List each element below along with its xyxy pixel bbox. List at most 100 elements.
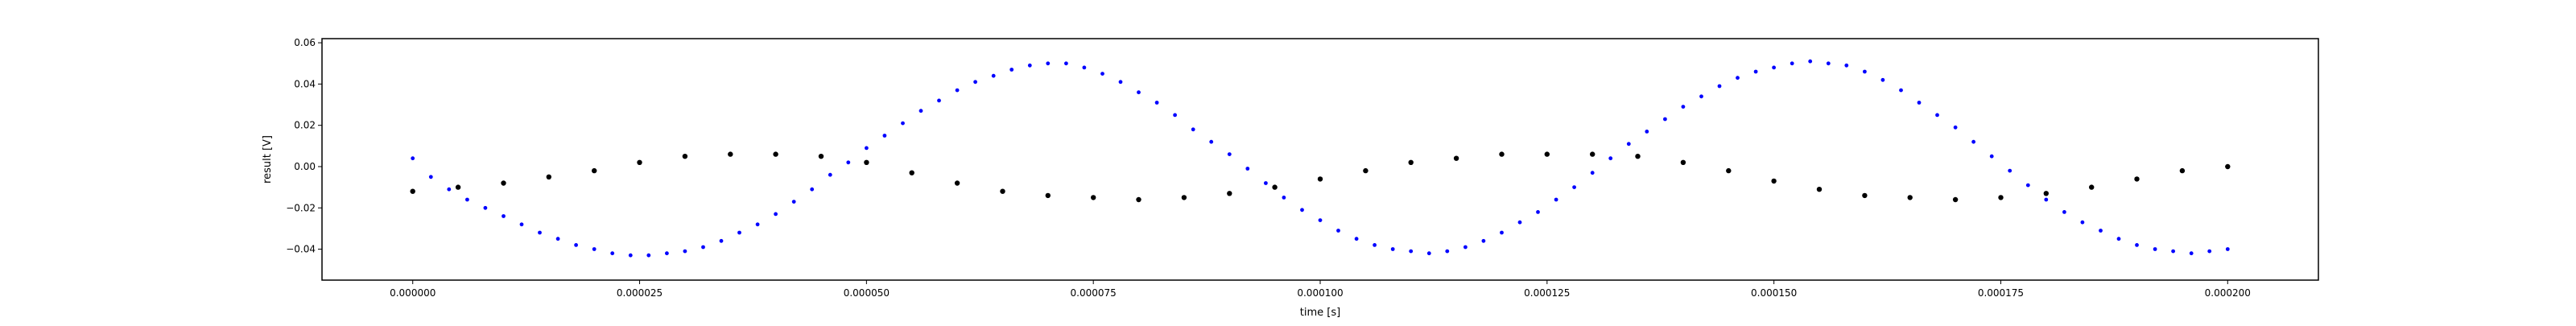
series-2-point-20: [1317, 176, 1323, 182]
series-1-point-29: [937, 98, 941, 103]
series-1-point-58: [1463, 245, 1468, 250]
series-2-point-7: [728, 151, 733, 157]
series-1-point-35: [1046, 61, 1051, 66]
series-1-point-73: [1736, 76, 1740, 80]
series-1-point-40: [1137, 90, 1141, 95]
series-1-point-80: [1863, 69, 1867, 74]
series-1-point-56: [1426, 251, 1431, 256]
series-1-point-59: [1481, 238, 1486, 243]
series-1-point-71: [1699, 94, 1703, 99]
series-1-point-64: [1572, 185, 1576, 190]
series-1-point-21: [791, 200, 796, 204]
series-1-point-25: [865, 146, 869, 151]
series-2-point-27: [1635, 154, 1641, 159]
y-tick-label-5: 0.06: [294, 37, 316, 48]
plot-frame: [321, 38, 2319, 281]
series-1-point-68: [1645, 130, 1649, 134]
series-1-point-44: [1209, 139, 1214, 144]
series-1-point-74: [1753, 69, 1758, 74]
series-1-point-37: [1082, 65, 1087, 70]
series-2-point-4: [592, 167, 597, 174]
series-1-point-93: [2099, 229, 2103, 233]
series-2-point-24: [1499, 151, 1505, 157]
series-1-point-85: [1953, 125, 1958, 130]
series-1-point-52: [1354, 237, 1359, 241]
series-1-point-28: [919, 109, 923, 113]
series-2-point-33: [1907, 195, 1913, 200]
series-2-point-22: [1408, 159, 1414, 165]
series-1-point-13: [646, 253, 651, 258]
x-ticks: 0.000000 0.000025 0.000050 0.000075 0.000100…: [390, 280, 2251, 299]
series-2-point-2: [501, 180, 506, 186]
series-1-point-49: [1300, 208, 1304, 213]
x-tick-label-8: 0.000200: [2205, 287, 2251, 299]
series-1-point-75: [1772, 65, 1777, 70]
series-1-point-33: [1009, 68, 1014, 72]
series-1-point-66: [1608, 156, 1613, 161]
series-1-point-4: [483, 205, 488, 210]
series-1-point-92: [2080, 220, 2085, 225]
x-tick-label-5: 0.000125: [1524, 287, 1570, 299]
series-1-point-11: [610, 251, 615, 256]
series-2-point-11: [909, 170, 914, 175]
series-2-point-17: [1181, 195, 1187, 200]
series-1-point-5: [502, 214, 506, 218]
y-tick-label-4: 0.04: [294, 78, 316, 89]
series-1-point-22: [810, 187, 815, 192]
series-1-point-96: [2153, 247, 2157, 251]
series-1-point-15: [683, 249, 687, 254]
series-1-point-55: [1409, 249, 1414, 254]
series-1-point-12: [628, 253, 633, 258]
series-1-point-65: [1590, 171, 1595, 175]
series-1-point-72: [1717, 84, 1722, 89]
x-tick-label-3: 0.000075: [1071, 287, 1117, 299]
series-2-point-26: [1590, 151, 1596, 157]
x-tick-label-2: 0.000050: [844, 287, 890, 299]
series-1-point-94: [2116, 237, 2121, 241]
series-1-point-27: [901, 121, 905, 126]
series-2-point-32: [1862, 192, 1868, 199]
series-1-point-36: [1064, 61, 1068, 66]
y-tick-label-3: 0.02: [294, 120, 316, 131]
series-2-point-36: [2043, 191, 2049, 196]
series-1-point-90: [2044, 197, 2049, 202]
series-2-point-39: [2179, 167, 2186, 174]
series-1-point-87: [1989, 154, 1994, 159]
series-2-point-18: [1227, 191, 1232, 196]
series-1-point-26: [882, 134, 887, 138]
series-1-point-24: [846, 160, 851, 165]
series-2-point-1: [455, 184, 461, 190]
x-axis-label: time [s]: [1300, 307, 1340, 319]
series-1-point-99: [2207, 249, 2212, 254]
series-2-point-13: [1000, 188, 1005, 194]
series-1-point-43: [1191, 127, 1195, 132]
series-1-point-54: [1390, 247, 1395, 251]
series-1-point-23: [828, 172, 832, 177]
series-1-point-63: [1554, 197, 1558, 202]
series-2-point-3: [546, 174, 551, 180]
series-1-point-62: [1536, 210, 1540, 214]
series-2-point-40: [2225, 163, 2231, 170]
x-tick-label-7: 0.000175: [1978, 287, 2024, 299]
series-2-point-21: [1363, 167, 1368, 174]
x-tick-label-6: 0.000150: [1751, 287, 1797, 299]
y-ticks: −0.04 −0.02 0.00 0.02 0.04 0.06: [286, 37, 322, 255]
series-1-point-45: [1227, 152, 1232, 157]
series-1-point-82: [1899, 88, 1903, 93]
y-tick-label-0: −0.04: [286, 244, 316, 255]
series-1-point-51: [1336, 229, 1340, 233]
series-2-point-15: [1091, 195, 1096, 200]
series-1-point-39: [1118, 80, 1123, 85]
series-2-point-19: [1272, 184, 1278, 190]
y-tick-label-1: −0.02: [286, 202, 316, 213]
series-2-point-38: [2134, 176, 2140, 182]
series-1-point-7: [538, 230, 542, 235]
series-1-point-81: [1880, 77, 1885, 82]
series-1-point-78: [1826, 61, 1831, 66]
series-1-point-48: [1282, 196, 1286, 200]
series-2-point-25: [1544, 151, 1550, 157]
series-1-point-9: [574, 243, 578, 247]
series-2-point-29: [1726, 167, 1732, 174]
series-2-point-9: [818, 154, 824, 159]
